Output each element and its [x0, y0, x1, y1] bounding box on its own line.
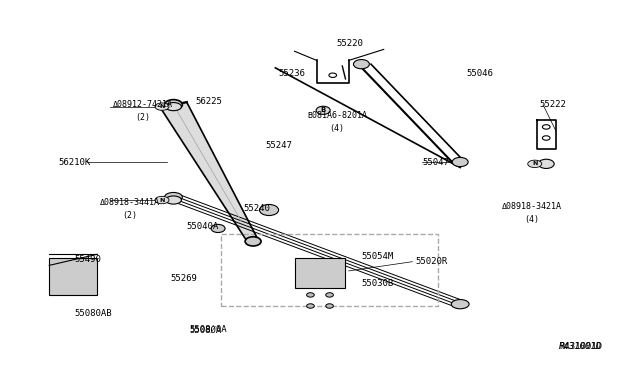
Ellipse shape — [164, 192, 182, 202]
Text: 55222: 55222 — [540, 100, 566, 109]
Polygon shape — [160, 102, 259, 243]
Text: R431001D: R431001D — [559, 342, 602, 351]
Ellipse shape — [542, 125, 550, 129]
Text: (2): (2) — [135, 113, 150, 122]
Ellipse shape — [307, 304, 314, 308]
Ellipse shape — [326, 304, 333, 308]
Ellipse shape — [326, 293, 333, 297]
Text: 56210K: 56210K — [59, 157, 91, 167]
Text: 56225: 56225 — [196, 97, 223, 106]
Text: Δ08918-3421A: Δ08918-3421A — [502, 202, 562, 211]
Text: 55080AB: 55080AB — [75, 309, 112, 318]
Text: Δ08912-7421A: Δ08912-7421A — [113, 100, 173, 109]
Text: N: N — [159, 104, 164, 109]
Text: 55030B: 55030B — [362, 279, 394, 288]
Ellipse shape — [316, 106, 330, 114]
Ellipse shape — [259, 205, 278, 215]
Ellipse shape — [329, 73, 337, 77]
Ellipse shape — [542, 136, 550, 140]
Ellipse shape — [166, 103, 181, 111]
Text: (2): (2) — [122, 211, 138, 220]
Ellipse shape — [353, 60, 369, 69]
Text: 55046: 55046 — [467, 69, 493, 78]
Bar — [49, 258, 97, 295]
Ellipse shape — [155, 196, 169, 204]
Text: 55247: 55247 — [266, 141, 292, 150]
Text: 55220: 55220 — [336, 39, 363, 48]
Ellipse shape — [211, 224, 225, 232]
Text: N: N — [532, 161, 538, 166]
Text: N: N — [159, 198, 164, 202]
Text: (4): (4) — [524, 215, 539, 224]
Text: 55236: 55236 — [278, 69, 305, 78]
Ellipse shape — [307, 293, 314, 297]
Text: 55490: 55490 — [75, 255, 102, 264]
Bar — [294, 258, 346, 288]
Text: 55054M: 55054M — [362, 251, 394, 261]
Text: 5508′0A: 5508′0A — [189, 326, 227, 334]
Ellipse shape — [538, 159, 554, 169]
Ellipse shape — [166, 196, 181, 204]
Text: Δ08918-3441A: Δ08918-3441A — [100, 198, 160, 207]
Text: 55269: 55269 — [170, 274, 197, 283]
Text: (4): (4) — [330, 124, 344, 133]
Text: B: B — [321, 107, 326, 113]
Ellipse shape — [452, 157, 468, 167]
Text: 5508ØA: 5508ØA — [189, 326, 221, 334]
Ellipse shape — [245, 237, 261, 246]
Ellipse shape — [451, 299, 469, 309]
Text: 55240: 55240 — [244, 203, 271, 213]
Text: 55040A: 55040A — [186, 222, 218, 231]
Bar — [221, 234, 438, 306]
Ellipse shape — [528, 160, 541, 167]
Ellipse shape — [155, 103, 169, 110]
Text: 55020R: 55020R — [415, 257, 448, 266]
Text: 55047: 55047 — [422, 157, 449, 167]
Text: R431001D: R431001D — [559, 342, 602, 351]
Ellipse shape — [164, 100, 182, 110]
Text: Β081A6-8201A: Β081A6-8201A — [307, 111, 367, 121]
